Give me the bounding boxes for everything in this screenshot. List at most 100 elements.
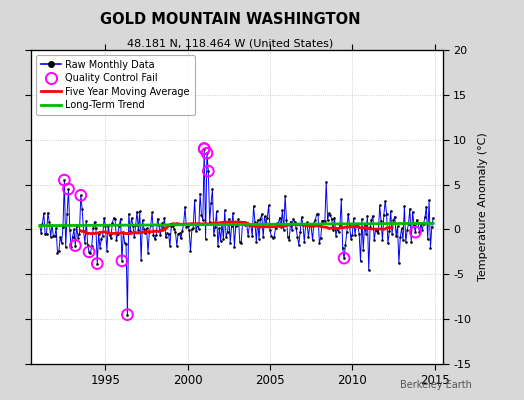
Point — [41, 231, 49, 237]
Point — [337, 196, 345, 203]
Point — [211, 224, 220, 230]
Point — [383, 210, 391, 217]
Point — [240, 221, 248, 228]
Point — [71, 242, 80, 249]
Point — [251, 219, 259, 226]
Point — [345, 222, 354, 229]
Point — [89, 225, 97, 231]
Point — [311, 217, 320, 224]
Point — [144, 250, 152, 256]
Point — [203, 150, 211, 156]
Point — [60, 177, 69, 183]
Point — [266, 227, 274, 234]
Point — [114, 230, 122, 237]
Point — [429, 215, 438, 221]
Point — [170, 226, 178, 232]
Point — [94, 230, 103, 237]
Point — [64, 186, 73, 192]
Point — [161, 234, 170, 240]
Point — [192, 228, 200, 234]
Point — [92, 225, 100, 232]
Point — [36, 222, 44, 229]
Point — [333, 226, 342, 232]
Point — [384, 240, 392, 246]
Point — [215, 224, 223, 231]
Point — [422, 203, 431, 210]
Point — [53, 250, 62, 256]
Point — [45, 219, 53, 225]
Point — [269, 235, 277, 241]
Point — [308, 237, 316, 243]
Point — [276, 214, 284, 221]
Point — [334, 229, 343, 235]
Point — [193, 222, 202, 228]
Point — [152, 232, 160, 238]
Point — [77, 192, 85, 198]
Point — [292, 225, 300, 231]
Point — [74, 234, 82, 241]
Point — [188, 226, 196, 232]
Point — [166, 243, 174, 250]
Point — [290, 218, 299, 225]
Point — [107, 235, 115, 241]
Point — [123, 312, 132, 318]
Point — [59, 224, 67, 230]
Point — [234, 216, 243, 222]
Point — [190, 197, 199, 203]
Point — [377, 218, 385, 224]
Point — [365, 267, 373, 273]
Point — [129, 222, 137, 229]
Point — [426, 244, 434, 251]
Point — [196, 190, 204, 197]
Point — [105, 231, 114, 238]
Point — [389, 217, 398, 224]
Point — [358, 216, 366, 222]
Point — [344, 210, 352, 217]
Point — [183, 223, 192, 229]
Point — [362, 230, 370, 237]
Point — [140, 225, 148, 232]
Point — [163, 230, 171, 236]
Point — [399, 237, 407, 243]
Point — [385, 228, 394, 234]
Point — [130, 234, 138, 240]
Point — [272, 220, 281, 227]
Point — [81, 240, 89, 246]
Point — [77, 192, 85, 198]
Point — [372, 226, 380, 233]
Point — [111, 216, 119, 222]
Point — [322, 178, 331, 185]
Point — [293, 234, 302, 240]
Point — [281, 192, 289, 199]
Point — [411, 229, 420, 235]
Point — [204, 168, 213, 174]
Point — [233, 222, 241, 228]
Point — [204, 168, 213, 174]
Point — [408, 208, 417, 215]
Point — [270, 234, 278, 240]
Point — [285, 236, 293, 243]
Point — [351, 232, 359, 238]
Point — [252, 238, 260, 245]
Point — [312, 211, 321, 217]
Point — [414, 220, 422, 226]
Point — [203, 150, 211, 156]
Point — [361, 221, 369, 227]
Point — [319, 218, 328, 224]
Point — [123, 312, 132, 318]
Point — [370, 237, 378, 243]
Point — [336, 222, 344, 229]
Point — [100, 215, 108, 221]
Point — [381, 198, 389, 204]
Point — [219, 236, 227, 242]
Point — [297, 214, 305, 220]
Point — [119, 229, 127, 235]
Point — [395, 260, 403, 266]
Point — [200, 146, 209, 152]
Point — [294, 242, 303, 248]
Point — [232, 223, 240, 229]
Point — [425, 197, 433, 203]
Point — [97, 236, 105, 242]
Point — [255, 236, 263, 242]
Point — [171, 228, 180, 235]
